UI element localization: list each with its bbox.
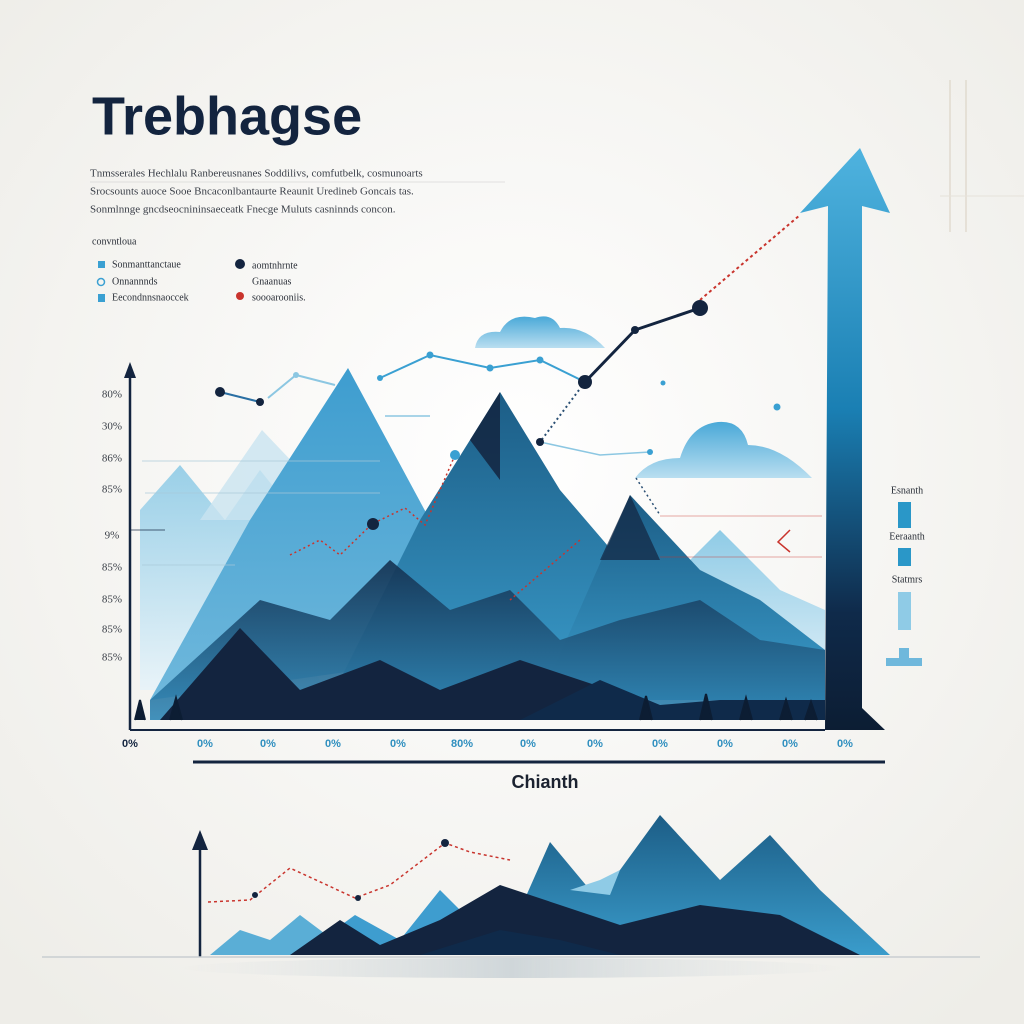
legend-item: Onnannnds	[112, 276, 158, 287]
guides	[130, 460, 822, 566]
x-axis-label: 80%	[451, 738, 473, 750]
side-legend-item: Esnanth	[891, 485, 923, 496]
description-line: Srocsounts auoce Sooe Bncaconlbantaurte …	[90, 186, 414, 198]
x-axis-label: 0%	[325, 738, 341, 750]
x-axis-label: 0%	[390, 738, 406, 750]
cloud	[475, 316, 605, 348]
legend-item: soooarooniis.	[252, 292, 306, 303]
y-axis-label: 86%	[102, 453, 122, 465]
mountains	[134, 368, 825, 721]
mini-mountains	[210, 815, 890, 955]
x-axis-label: 0%	[652, 738, 668, 750]
side-legend: Esnanth Eeraanth Statmrs	[886, 485, 925, 666]
x-axis-label: 0%	[782, 738, 798, 750]
big-arrow	[800, 148, 890, 730]
side-legend-swatch	[898, 548, 911, 566]
y-axis-label: 30%	[102, 421, 122, 433]
y-axis-label: 85%	[102, 484, 122, 496]
side-legend-item: Eeraanth	[889, 531, 925, 542]
x-axis-label: 0%	[587, 738, 603, 750]
description-line: Tnmsserales Hechlalu Ranbereusnanes Sodd…	[90, 168, 423, 180]
description-line: Sonmlnnge gncdseocnininsaeceatk Fnecge M…	[90, 204, 396, 216]
title: Trebhagse	[92, 86, 362, 146]
x-axis-label: 0%	[717, 738, 733, 750]
x-axis-label: 0%	[837, 738, 853, 750]
side-legend-item: Statmrs	[892, 574, 923, 585]
legend-swatch	[98, 294, 105, 302]
side-legend-swatch	[899, 648, 909, 658]
legend-swatch	[236, 292, 244, 300]
legend-swatch	[235, 259, 245, 269]
cloud	[635, 421, 812, 478]
side-legend-swatch	[898, 502, 911, 528]
ruler	[940, 80, 1024, 232]
shadow	[182, 958, 842, 978]
y-axis-label: 9%	[105, 530, 120, 542]
y-axis-label: 85%	[102, 562, 122, 574]
marker	[776, 529, 791, 553]
x-axis-label: 0%	[260, 738, 276, 750]
trend-dots	[215, 300, 781, 530]
legend-heading: convntloua	[92, 236, 137, 247]
legend-item: aomtnhrnte	[252, 260, 298, 271]
x-axis-label: 0%	[197, 738, 213, 750]
mini-y-axis-arrow	[192, 830, 208, 850]
legend-swatch	[98, 261, 105, 268]
x-axis-title: Chianth	[512, 772, 579, 792]
side-legend-swatch	[886, 658, 922, 666]
legend-swatch	[96, 277, 106, 287]
side-legend-swatch	[898, 592, 911, 630]
description: Tnmsserales Hechlalu Ranbereusnanes Sodd…	[90, 168, 423, 216]
mini-lines	[207, 839, 511, 903]
y-axis-label: 85%	[102, 652, 122, 664]
x-axis-label: 0%	[520, 738, 536, 750]
legend-item: Gnaanuas	[252, 276, 292, 287]
y-axis-label: 85%	[102, 624, 122, 636]
y-axis-label: 80%	[102, 389, 122, 401]
x-axis-label: 0%	[122, 738, 138, 750]
legend-item: Sonmanttanctaue	[112, 259, 181, 270]
y-axis-label: 85%	[102, 594, 122, 606]
y-axis-arrow	[124, 362, 136, 378]
legend: convntloua Sonmanttanctaue Onnannnds Eec…	[92, 236, 306, 303]
legend-item: Eecondnnsnaoccek	[112, 292, 189, 303]
